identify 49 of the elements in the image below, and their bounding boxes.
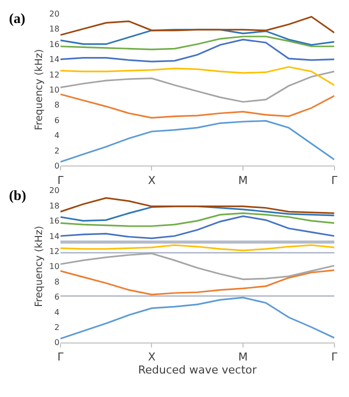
- y-tick-label: 4: [54, 308, 60, 317]
- chart-title: (a): [9, 12, 26, 27]
- line-series: [60, 212, 334, 227]
- y-tick-label: 10: [49, 86, 60, 94]
- y-tick-label: 14: [49, 55, 60, 64]
- y-tick-label: 16: [49, 216, 60, 226]
- y-tick-label: 14: [49, 232, 60, 241]
- line-series: [60, 66, 334, 86]
- y-axis-title: Frequency (kHz): [34, 49, 46, 130]
- y-tick-label: 16: [49, 40, 60, 49]
- y-tick-label: 20: [49, 10, 60, 18]
- x-tick-label: M: [238, 174, 248, 187]
- line-series: [60, 197, 334, 214]
- line-series: [60, 296, 334, 340]
- x-tick-label: X: [148, 174, 156, 187]
- x-tick-label: X: [148, 350, 156, 364]
- y-tick-label: 6: [54, 292, 60, 302]
- y-tick-label: 2: [54, 146, 60, 156]
- y-tick-label: 20: [49, 186, 60, 196]
- line-series: [60, 120, 334, 163]
- y-tick-label: 0: [54, 338, 60, 348]
- y-tick-label: 8: [54, 277, 60, 286]
- y-tick-label: 2: [54, 323, 60, 332]
- y-tick-label: 10: [49, 262, 60, 272]
- line-series: [60, 215, 334, 240]
- x-axis-title: Reduced wave vector: [138, 364, 258, 377]
- chart-title: (b): [9, 189, 26, 204]
- y-tick-label: 8: [54, 100, 60, 110]
- line-series: [60, 206, 334, 222]
- y-tick-label: 18: [49, 201, 60, 210]
- y-tick-label: 12: [49, 70, 60, 80]
- x-tick-label: Γ: [57, 350, 64, 364]
- line-series: [60, 36, 334, 50]
- line-series: [60, 269, 334, 296]
- line-series: [60, 16, 334, 36]
- x-tick-label: M: [238, 350, 248, 364]
- line-series: [60, 93, 334, 119]
- line-series: [60, 70, 334, 103]
- y-tick-label: 6: [54, 116, 60, 125]
- x-tick-label: Γ: [331, 174, 338, 187]
- y-tick-label: 4: [54, 131, 60, 140]
- x-tick-label: Γ: [331, 350, 338, 364]
- y-tick-label: 18: [49, 24, 60, 34]
- line-series: [60, 252, 334, 280]
- y-tick-label: 12: [49, 247, 60, 256]
- y-tick-label: 0: [54, 162, 60, 170]
- line-series: [60, 38, 334, 62]
- y-axis-title: Frequency (kHz): [34, 226, 46, 307]
- x-tick-label: Γ: [57, 174, 64, 187]
